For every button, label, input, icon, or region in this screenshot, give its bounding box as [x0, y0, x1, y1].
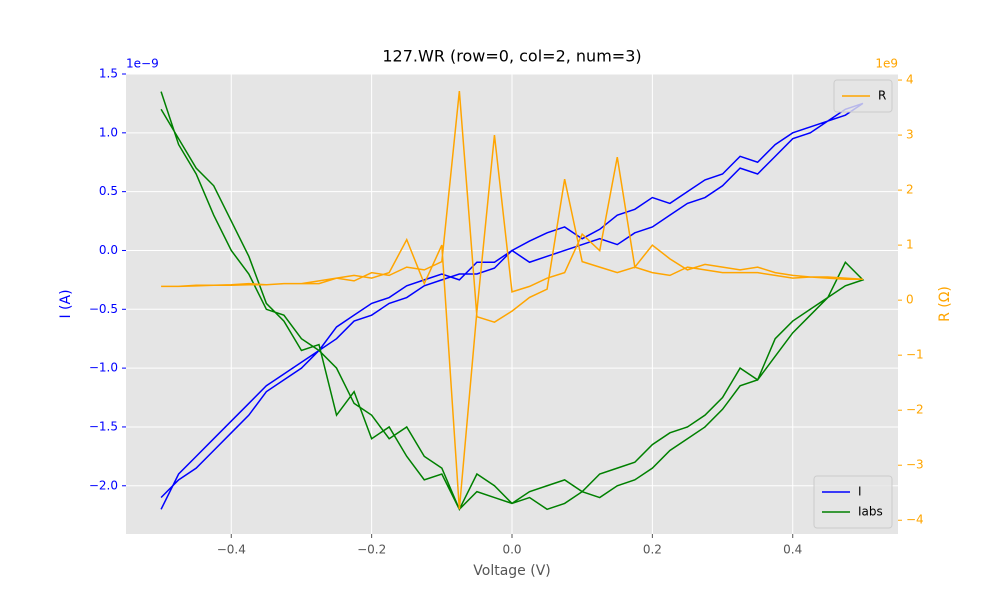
y2-tick-label: 4 — [906, 73, 914, 87]
x-tick-label: 0.2 — [643, 543, 662, 557]
y2-offset-text: 1e9 — [875, 57, 898, 71]
y2-tick-label: −2 — [906, 403, 924, 417]
y-tick-label: −2.0 — [89, 478, 118, 492]
x-tick-label: 0.4 — [783, 543, 802, 557]
y2-tick-label: 0 — [906, 293, 914, 307]
y-tick-label: 0.5 — [99, 184, 118, 198]
y-tick-label: −1.0 — [89, 361, 118, 375]
y2-tick-label: −4 — [906, 513, 924, 527]
legend-label: I — [858, 485, 862, 499]
x-tick-label: −0.2 — [357, 543, 386, 557]
y2-tick-label: 1 — [906, 238, 914, 252]
y-tick-label: −0.5 — [89, 302, 118, 316]
y-tick-label: 0.0 — [99, 243, 118, 257]
x-axis-label: Voltage (V) — [473, 563, 550, 579]
y2-tick-label: 3 — [906, 128, 914, 142]
legend: I Iabs — [813, 475, 893, 529]
y-offset-text: 1e−9 — [126, 57, 159, 71]
series-line — [161, 90, 863, 510]
y2-axis-label: R (Ω) — [937, 286, 953, 322]
legend-label: Iabs — [858, 505, 883, 519]
x-tick-label: −0.4 — [217, 543, 246, 557]
y-tick-label: 1.5 — [99, 67, 118, 81]
legend: R — [833, 79, 893, 113]
chart-title: 127.WR (row=0, col=2, num=3) — [382, 47, 641, 66]
y2-tick-label: −3 — [906, 458, 924, 472]
y-axis-label: I (A) — [58, 289, 74, 318]
y-tick-label: 1.0 — [99, 125, 118, 139]
legend-box — [813, 475, 893, 529]
y-tick-label: −1.5 — [89, 419, 118, 433]
legend-label: R — [878, 89, 886, 103]
y2-tick-label: 2 — [906, 183, 914, 197]
y2-tick-label: −1 — [906, 348, 924, 362]
x-tick-label: 0.0 — [502, 543, 521, 557]
